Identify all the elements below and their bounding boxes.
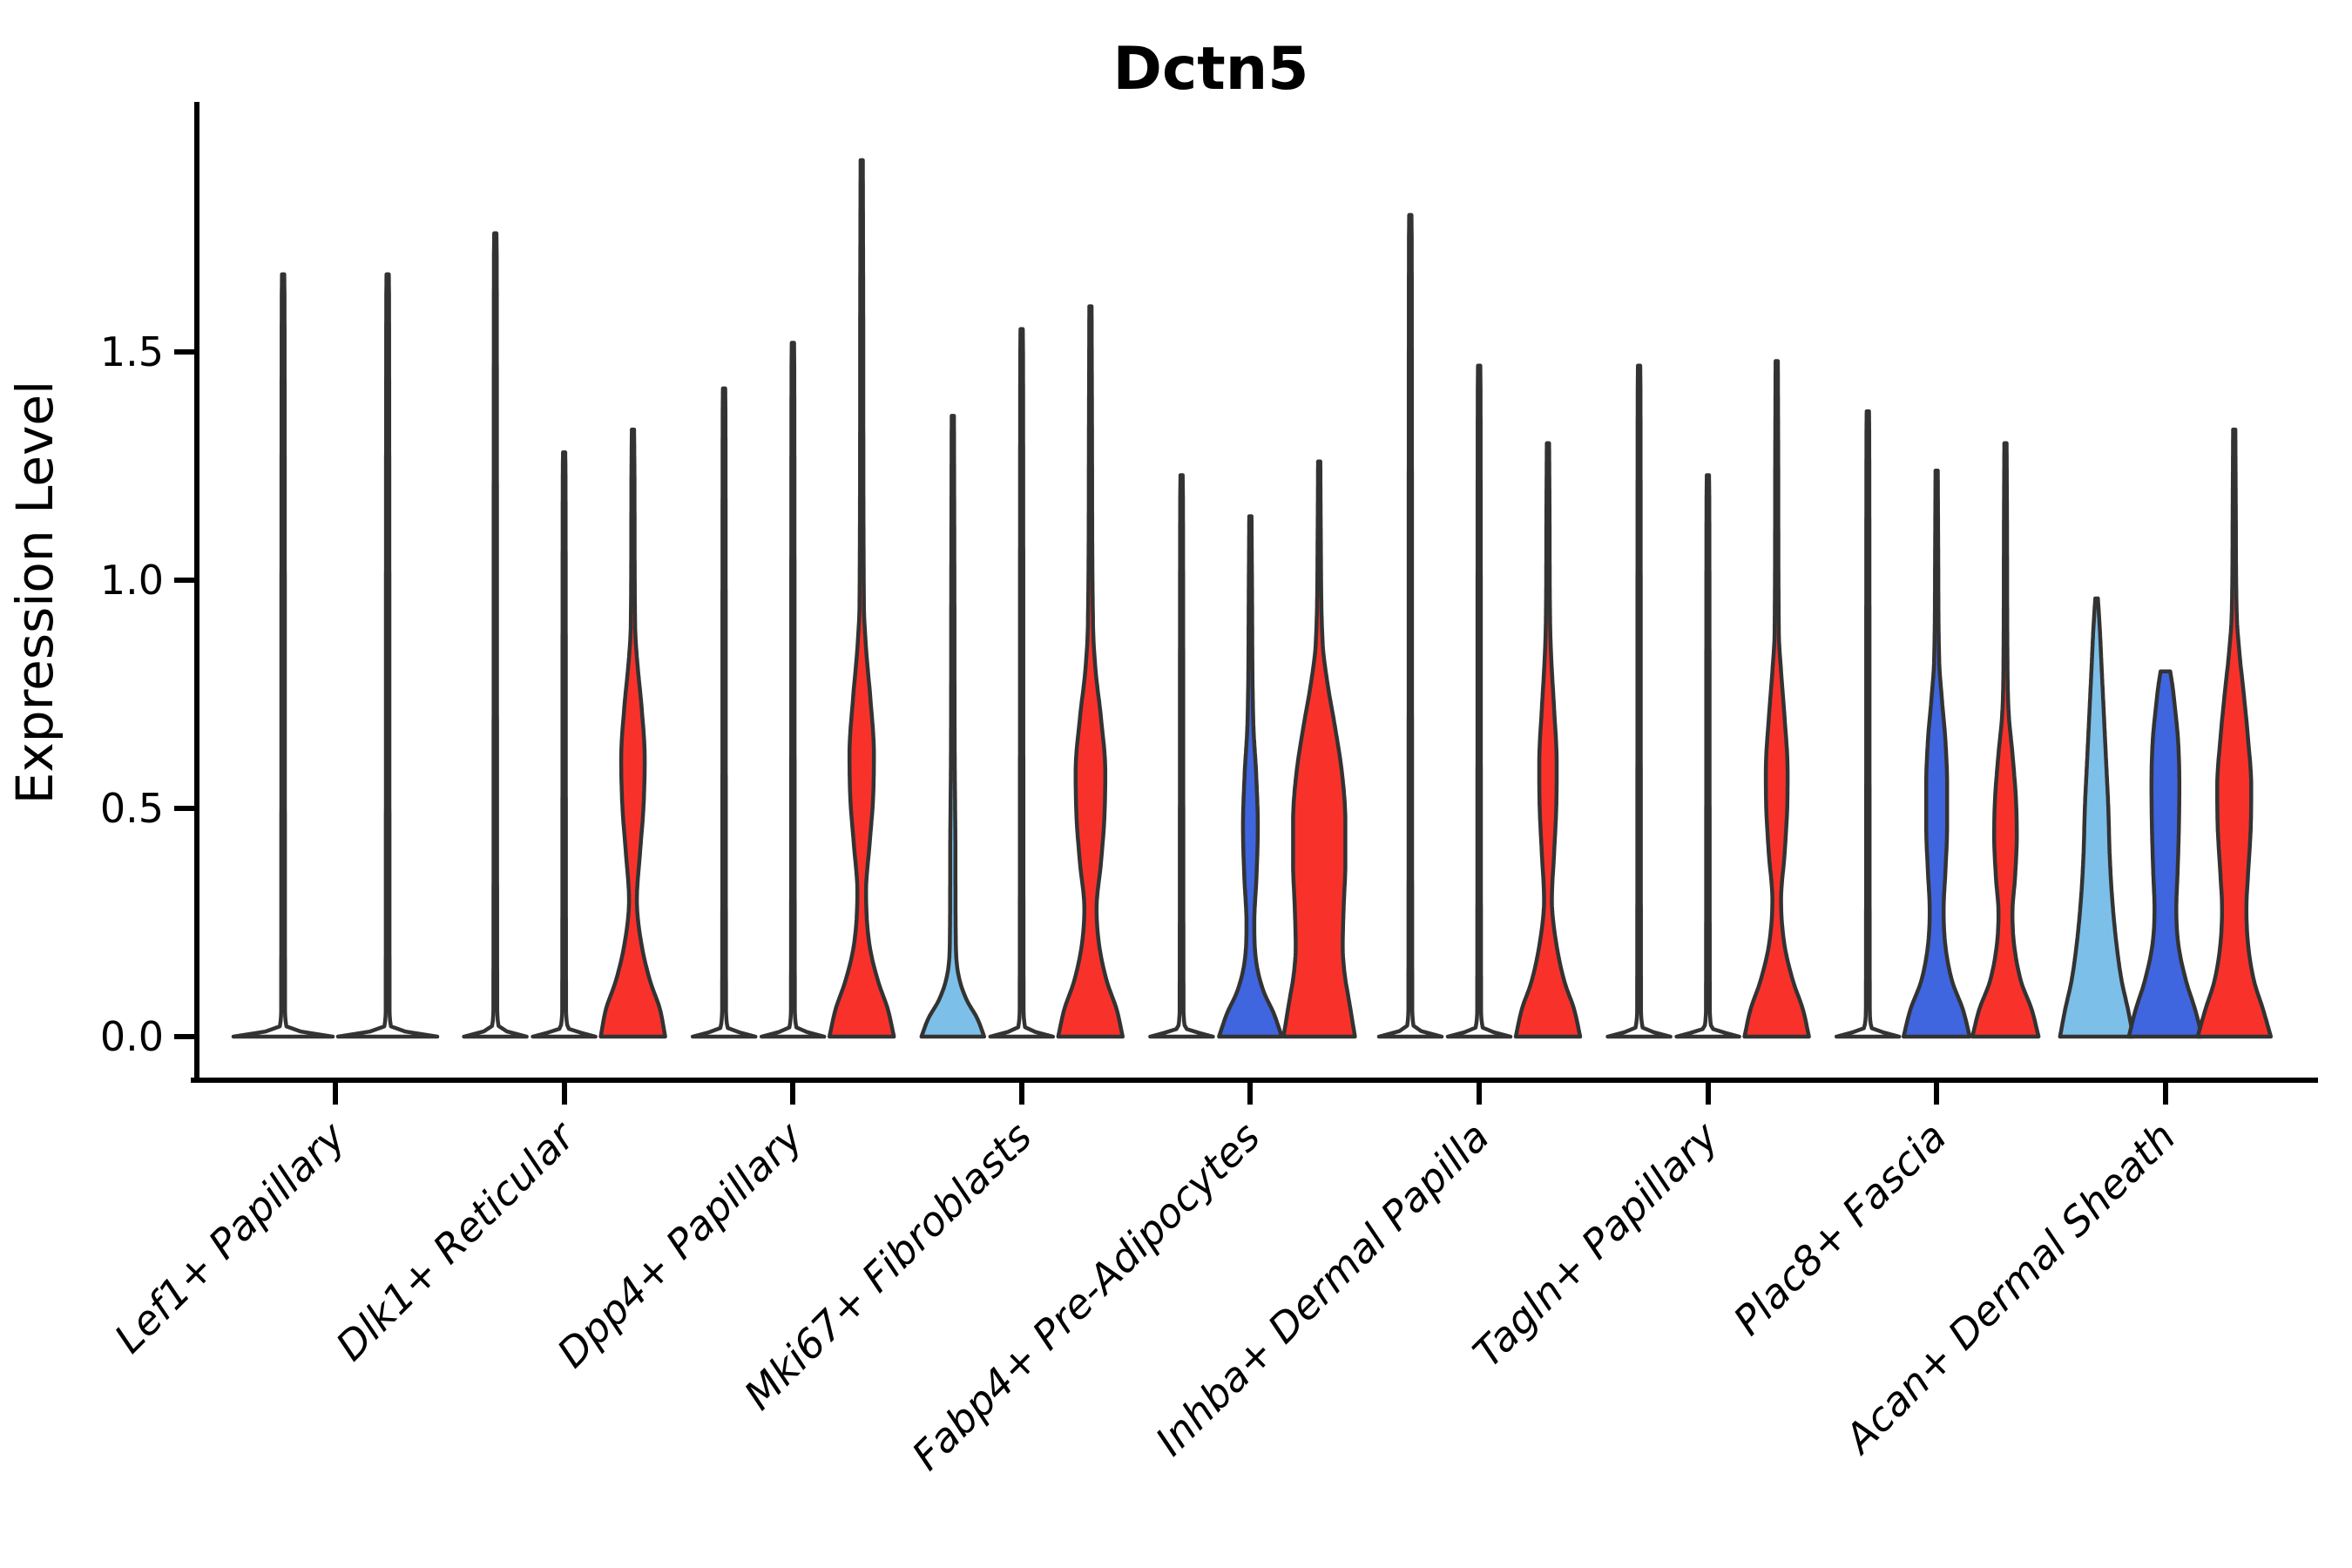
chart-title: Dctn5	[1113, 35, 1309, 104]
x-tick-label: Tagln+ Papillary	[1463, 1112, 1727, 1376]
violin-mki67-fibroblasts-red_group	[1056, 304, 1125, 1039]
violin-mki67-fibroblasts-blue_group	[988, 327, 1056, 1039]
violin-dlk1-reticular-red_group	[598, 427, 667, 1039]
violin-acan-dermal-sheath-light_blue_group	[2058, 596, 2136, 1039]
y-tick-label: 1.0	[100, 557, 164, 604]
y-tick-label: 0.0	[100, 1013, 164, 1060]
y-ticks: 0.0 0.5 1.0 1.5	[100, 328, 197, 1060]
x-tick-label: Dpp4+ Papillary	[548, 1112, 812, 1376]
violin-plac8-fascia-red_group	[1970, 441, 2041, 1039]
x-tick-label: Dlk1+ Reticular	[327, 1111, 585, 1369]
violin-acan-dermal-sheath-red_group	[2195, 427, 2274, 1039]
violin-dlk1-reticular-blue_group	[531, 450, 598, 1039]
violin-fabp4-pre-adipocytes-red_group	[1281, 459, 1357, 1039]
violin-inhba-dermal-papilla-light_blue_group	[1376, 213, 1444, 1039]
violin-lef1-papillary-blue_group	[335, 272, 440, 1039]
violin-mki67-fibroblasts-light_blue_group	[919, 414, 987, 1039]
violin-plac8-fascia-blue_group	[1901, 468, 1972, 1039]
x-tick-label: Lef1+ Papillary	[105, 1112, 355, 1362]
violin-tagln-papillary-light_blue_group	[1605, 363, 1673, 1039]
violin-tagln-papillary-red_group	[1742, 359, 1811, 1039]
violin-fabp4-pre-adipocytes-blue_group	[1217, 514, 1284, 1039]
violin-acan-dermal-sheath-blue_group	[2126, 669, 2205, 1039]
y-tick-label: 1.5	[100, 328, 164, 375]
violin-fabp4-pre-adipocytes-light_blue_group	[1148, 473, 1215, 1039]
violin-plac8-fascia-light_blue_group	[1834, 409, 1902, 1039]
x-ticks	[333, 1080, 2168, 1105]
violin-dpp4-papillary-red_group	[827, 158, 896, 1039]
violin-dpp4-papillary-light_blue_group	[690, 386, 758, 1039]
violin-inhba-dermal-papilla-blue_group	[1445, 363, 1513, 1039]
violin-dpp4-papillary-blue_group	[759, 341, 827, 1039]
y-tick-label: 0.5	[100, 785, 164, 832]
x-tick-labels: Lef1+ Papillary Dlk1+ Reticular Dpp4+ Pa…	[105, 1111, 2185, 1479]
axes	[191, 102, 2318, 1083]
y-axis-label: Expression Level	[5, 381, 64, 804]
violin-lef1-papillary-light_blue_group	[231, 272, 335, 1039]
violin-dlk1-reticular-light_blue_group	[462, 231, 529, 1039]
violin-tagln-papillary-blue_group	[1674, 473, 1741, 1039]
violin-plot-area	[231, 158, 2274, 1039]
violin-inhba-dermal-papilla-red_group	[1513, 441, 1583, 1039]
x-tick-label: Plac8+ Fascia	[1724, 1113, 1955, 1344]
